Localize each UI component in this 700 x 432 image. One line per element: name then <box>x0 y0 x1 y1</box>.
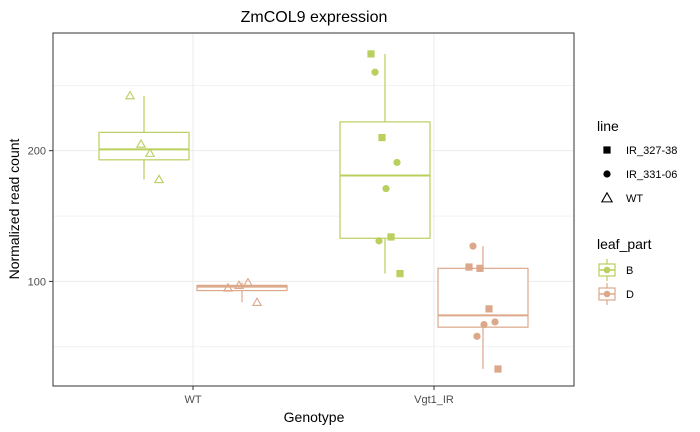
data-point <box>485 305 493 313</box>
data-point <box>480 320 488 329</box>
chart-title: ZmCOL9 expression <box>241 9 388 26</box>
legend-line-key-circle <box>603 170 611 178</box>
legend-line-label: IR_331-06 <box>626 169 677 181</box>
boxplot-Vgt1_IR-B <box>339 53 431 274</box>
data-point <box>135 138 147 148</box>
legend-line-key-square <box>603 146 611 154</box>
data-point <box>494 365 502 373</box>
legend-line-label: IR_327-38 <box>626 145 677 157</box>
data-point <box>387 233 395 241</box>
legend-leaf-part-key <box>598 259 616 281</box>
legend-leaf-part-key <box>598 283 616 305</box>
box <box>339 121 431 239</box>
legend-line-label: WT <box>626 193 643 205</box>
x-axis-label: Genotype <box>284 409 345 425</box>
data-point <box>382 184 390 193</box>
legend-line: line IR_327-38 IR_331-06 WT <box>597 118 677 205</box>
data-point <box>251 297 263 306</box>
data-point <box>393 158 401 167</box>
data-point <box>396 269 404 278</box>
legend-leaf-part-label: B <box>626 265 633 277</box>
plot-panel <box>53 33 574 386</box>
data-point <box>473 332 481 340</box>
y-tick-label: 200 <box>28 146 46 158</box>
box <box>437 267 529 328</box>
legend-leaf-part-title: leaf_part <box>597 236 652 252</box>
legend-leaf-part-label: D <box>626 289 634 301</box>
x-tick-label: WT <box>184 394 201 406</box>
data-point <box>491 318 499 326</box>
data-point <box>124 90 136 100</box>
y-axis-label: Normalized read count <box>6 138 22 279</box>
data-point <box>144 148 156 157</box>
data-point <box>233 280 245 289</box>
box <box>98 131 190 161</box>
data-point <box>375 237 383 245</box>
data-point <box>367 50 375 58</box>
boxplot-Vgt1_IR-D <box>437 246 529 370</box>
boxplot-WT-B <box>98 95 190 180</box>
data-point <box>465 263 473 271</box>
y-axis: 100 200 <box>28 146 53 288</box>
data-point <box>469 242 477 250</box>
data-point <box>476 264 484 272</box>
data-point <box>378 133 386 142</box>
data-point <box>242 277 254 287</box>
data-point <box>371 68 379 76</box>
legend-line-title: line <box>597 118 619 134</box>
legend-key-point <box>603 266 611 274</box>
x-axis: WT Vgt1_IR <box>184 386 454 406</box>
data-points <box>124 50 502 373</box>
legend-key-point <box>603 290 611 298</box>
data-point <box>222 282 234 292</box>
legend-leaf-part: leaf_part BD <box>597 236 652 305</box>
plot-border <box>52 32 575 387</box>
x-tick-label: Vgt1_IR <box>414 394 454 406</box>
box-groups <box>98 53 529 370</box>
legend-line-key-triangle <box>600 191 614 203</box>
y-tick-label: 100 <box>28 276 46 288</box>
data-point <box>153 174 165 184</box>
